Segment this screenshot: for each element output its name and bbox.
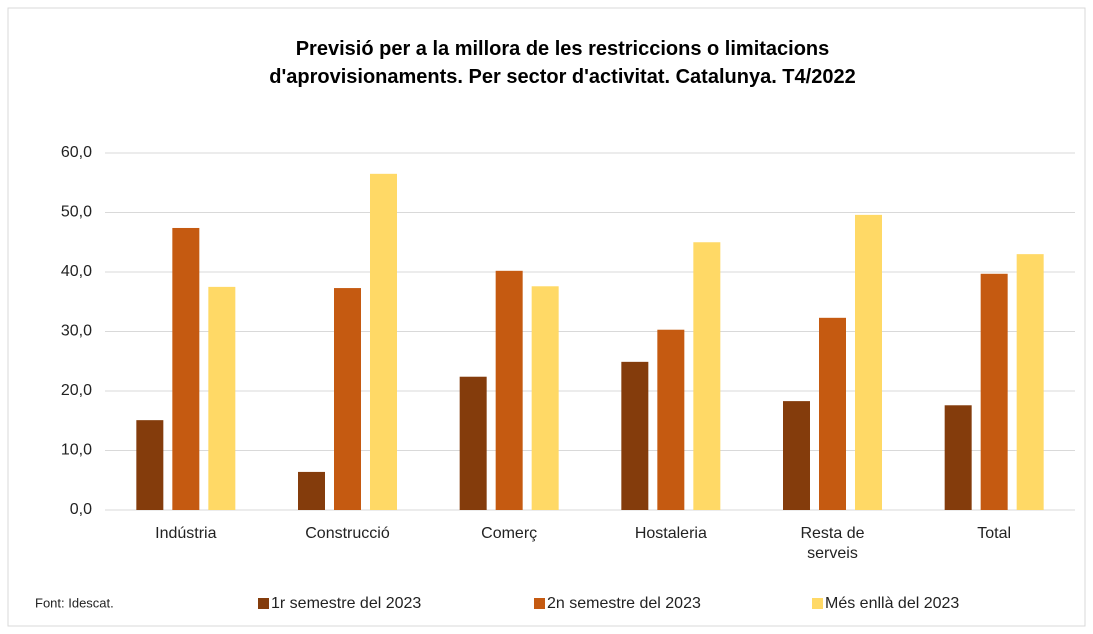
bar	[172, 227, 200, 510]
bar	[944, 405, 972, 510]
bar	[370, 173, 397, 510]
bar	[783, 401, 810, 510]
legend-swatch	[534, 598, 545, 609]
legend-swatch	[812, 598, 823, 609]
bar	[1016, 254, 1044, 510]
y-tick-label: 0,0	[70, 501, 92, 518]
legend-swatch	[258, 598, 269, 609]
bar	[980, 273, 1008, 510]
bar	[621, 361, 649, 510]
y-tick-label: 40,0	[61, 263, 92, 280]
y-tick-label: 50,0	[61, 204, 92, 221]
legend-label: Més enllà del 2023	[825, 595, 959, 612]
bar	[495, 270, 523, 510]
x-tick-label: Total	[977, 525, 1012, 542]
x-tick-label: Indústria	[155, 525, 217, 542]
source-note: Font: Idescat.	[35, 595, 114, 610]
x-tick-label: Comerç	[481, 525, 538, 542]
legend-label: 2n semestre del 2023	[547, 595, 701, 612]
bar	[657, 329, 685, 510]
bar	[819, 317, 846, 510]
y-tick-label: 20,0	[61, 382, 92, 399]
x-tick-label: Construcció	[305, 525, 390, 542]
x-tick-label: Resta de serveis	[800, 525, 865, 562]
chart-title: Previsió per a la millora de les restric…	[269, 38, 856, 88]
y-tick-label: 30,0	[61, 323, 92, 340]
bar	[334, 288, 361, 510]
bar	[459, 376, 487, 510]
y-tick-label: 10,0	[61, 442, 92, 459]
legend-label: 1r semestre del 2023	[271, 595, 421, 612]
x-tick-label: Hostaleria	[634, 525, 707, 542]
bar	[298, 471, 325, 510]
bar	[531, 286, 559, 510]
bar	[208, 286, 236, 510]
y-tick-label: 60,0	[61, 144, 92, 161]
bar	[693, 242, 721, 510]
bar	[855, 214, 882, 510]
bar	[136, 420, 164, 510]
chart-border	[7, 7, 1086, 627]
